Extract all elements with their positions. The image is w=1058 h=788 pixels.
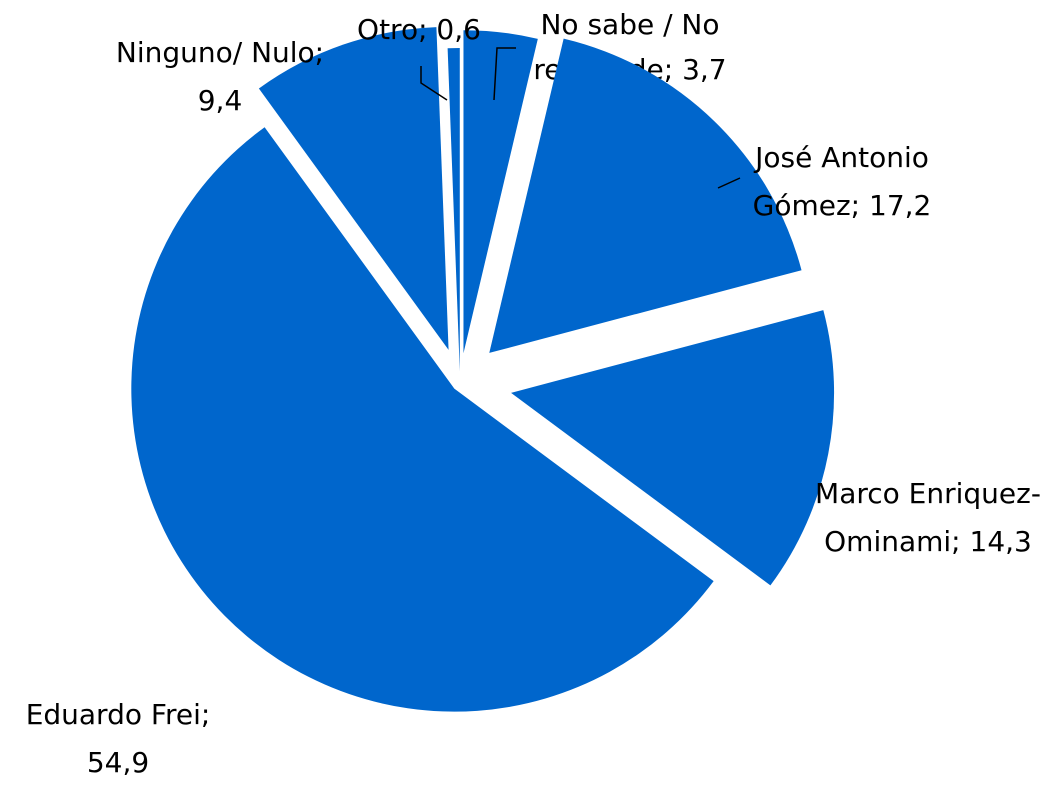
slice-label: Marco Enriquez- Ominami; 14,3	[815, 477, 1041, 558]
slice-label-line: Eduardo Frei;	[26, 698, 211, 731]
slice-label: Ninguno/ Nulo; 9,4	[116, 36, 324, 117]
pie-slice	[511, 310, 835, 586]
slice-label-line: José Antonio	[753, 141, 929, 174]
slice-label: Otro; 0,6	[357, 13, 481, 46]
slice-label-line: Ominami; 14,3	[824, 525, 1032, 558]
pie-slice	[489, 38, 802, 353]
pie-slice	[463, 30, 538, 354]
leader-line	[493, 47, 516, 101]
slice-label-line: Otro; 0,6	[357, 13, 481, 46]
leader-line	[717, 177, 741, 189]
slice-label-line: No sabe / No	[540, 8, 719, 41]
slice-label-line: 54,9	[87, 746, 149, 779]
slice-label: José Antonio Gómez; 17,2	[753, 141, 932, 222]
slice-label-line: Marco Enriquez-	[815, 477, 1041, 510]
pie-slice	[131, 127, 714, 712]
slice-label-line: Ninguno/ Nulo;	[116, 36, 324, 69]
slice-label-line: Gómez; 17,2	[753, 189, 932, 222]
slice-label: Eduardo Frei; 54,9	[26, 698, 211, 779]
pie-slice	[447, 48, 460, 372]
leader-line	[420, 66, 448, 101]
slice-label-line: 9,4	[198, 84, 243, 117]
pie-slice	[258, 27, 449, 350]
